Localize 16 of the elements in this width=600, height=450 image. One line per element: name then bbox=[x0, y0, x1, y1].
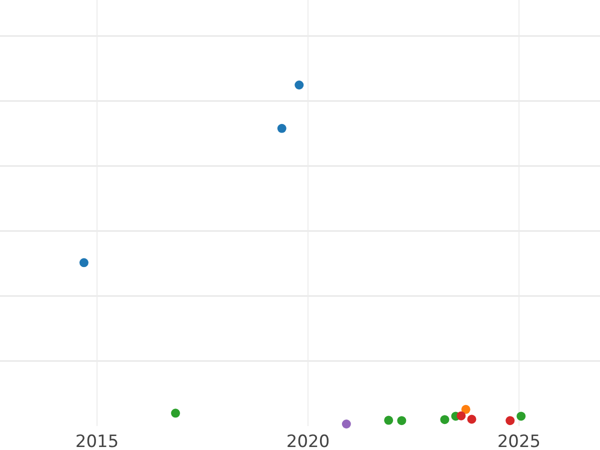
point bbox=[467, 414, 476, 424]
point bbox=[440, 415, 450, 424]
point bbox=[384, 416, 394, 425]
x-tick-label: 2025 bbox=[497, 432, 541, 450]
x-tick-label: 2020 bbox=[286, 432, 330, 450]
point bbox=[461, 404, 470, 414]
point bbox=[171, 408, 180, 418]
point bbox=[506, 416, 515, 426]
point bbox=[516, 412, 526, 421]
point bbox=[79, 258, 88, 268]
point bbox=[456, 411, 466, 420]
point bbox=[294, 80, 304, 90]
x-tick-label: 2015 bbox=[75, 432, 119, 450]
point bbox=[397, 416, 406, 426]
point bbox=[342, 420, 351, 428]
point bbox=[277, 124, 286, 133]
